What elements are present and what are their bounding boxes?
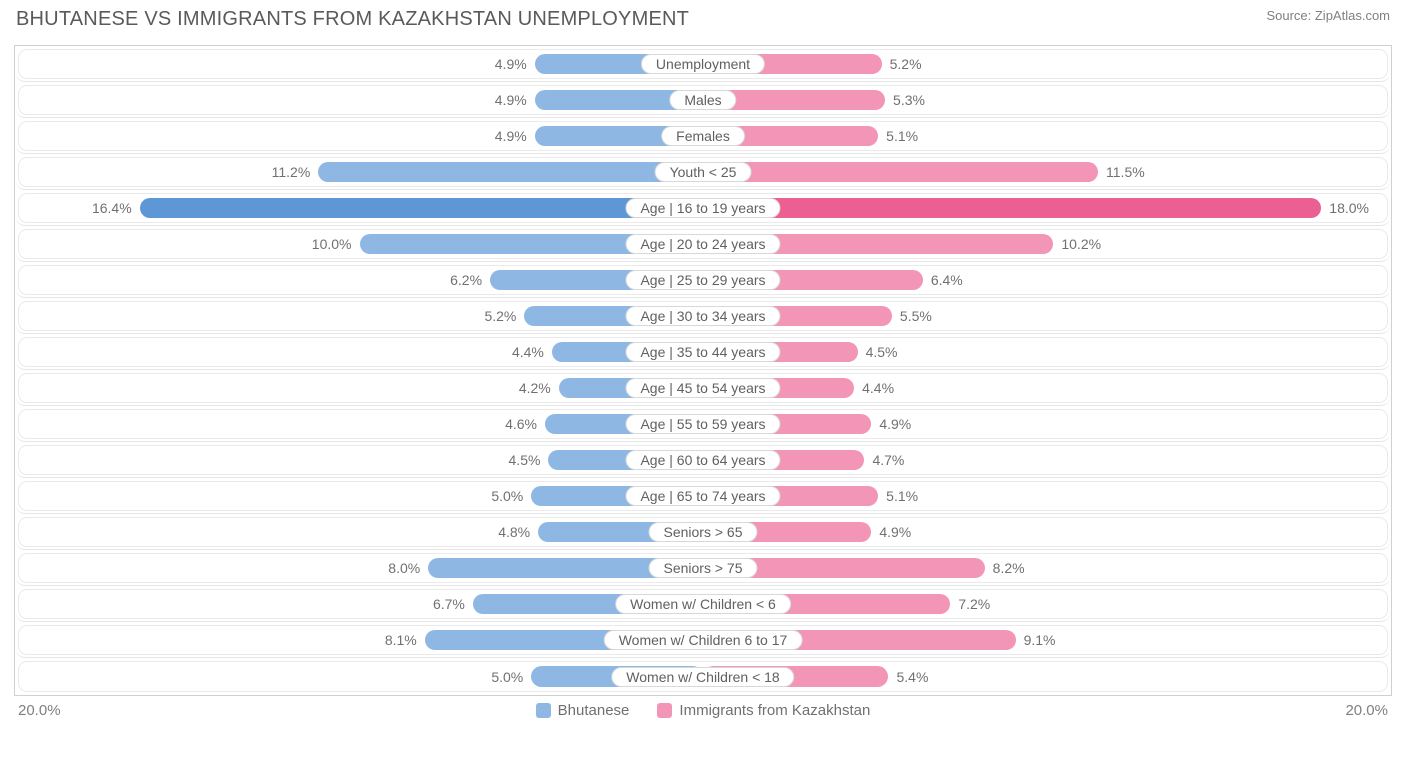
bar-left-value: 4.8% (498, 524, 530, 540)
category-label: Age | 65 to 74 years (625, 486, 780, 506)
bar-right-value: 7.2% (958, 596, 990, 612)
chart-row: 8.1% 9.1% Women w/ Children 6 to 17 (16, 623, 1390, 658)
bar-left-value: 4.4% (512, 344, 544, 360)
header: BHUTANESE VS IMMIGRANTS FROM KAZAKHSTAN … (14, 8, 1392, 31)
bar-left-value: 8.1% (385, 632, 417, 648)
chart-row: 4.4% 4.5% Age | 35 to 44 years (16, 335, 1390, 370)
category-label: Women w/ Children < 18 (611, 667, 794, 687)
bar-left-value: 4.9% (495, 92, 527, 108)
chart-row: 4.9% 5.3% Males (16, 83, 1390, 118)
bar-left-value: 4.5% (509, 452, 541, 468)
bar-left-value: 4.6% (505, 416, 537, 432)
chart-row: 10.0% 10.2% Age | 20 to 24 years (16, 227, 1390, 262)
bar-left-value: 6.2% (450, 272, 482, 288)
chart-row: 5.2% 5.5% Age | 30 to 34 years (16, 299, 1390, 334)
bar-right-value: 4.7% (872, 452, 904, 468)
legend-label-kazakhstan: Immigrants from Kazakhstan (679, 702, 870, 719)
legend-label-bhutanese: Bhutanese (558, 702, 630, 719)
chart-row: 6.2% 6.4% Age | 25 to 29 years (16, 263, 1390, 298)
bar-right-value: 5.1% (886, 488, 918, 504)
axis-right-max: 20.0% (1345, 702, 1388, 719)
category-label: Youth < 25 (655, 162, 752, 182)
chart-row: 16.4% 18.0% Age | 16 to 19 years (16, 191, 1390, 226)
category-label: Females (661, 126, 745, 146)
bar-left-value: 16.4% (92, 200, 132, 216)
bar-right-value: 5.3% (893, 92, 925, 108)
axis-left-max: 20.0% (18, 702, 61, 719)
bar-right-value: 5.1% (886, 128, 918, 144)
bar-left-value: 10.0% (312, 236, 352, 252)
category-label: Age | 60 to 64 years (625, 450, 780, 470)
bar-right (703, 162, 1098, 182)
source-attribution: Source: ZipAtlas.com (1266, 8, 1390, 23)
legend-swatch-bhutanese (536, 703, 551, 718)
legend: Bhutanese Immigrants from Kazakhstan (536, 702, 871, 719)
chart-row: 5.0% 5.1% Age | 65 to 74 years (16, 479, 1390, 514)
category-label: Unemployment (641, 54, 765, 74)
chart-row: 11.2% 11.5% Youth < 25 (16, 155, 1390, 190)
chart-row: 4.9% 5.1% Females (16, 119, 1390, 154)
category-label: Age | 20 to 24 years (625, 234, 780, 254)
category-label: Women w/ Children 6 to 17 (604, 630, 803, 650)
chart-footer: 20.0% Bhutanese Immigrants from Kazakhst… (14, 702, 1392, 719)
chart-row: 8.0% 8.2% Seniors > 75 (16, 551, 1390, 586)
bar-left-value: 8.0% (388, 560, 420, 576)
bar-right-value: 4.9% (879, 416, 911, 432)
bar-left-value: 11.2% (272, 164, 311, 180)
legend-item-kazakhstan: Immigrants from Kazakhstan (657, 702, 870, 719)
bar-left-value: 4.2% (519, 380, 551, 396)
bar-left-value: 5.0% (491, 669, 523, 685)
bar-right-value: 6.4% (931, 272, 963, 288)
chart-row: 5.0% 5.4% Women w/ Children < 18 (16, 659, 1390, 694)
chart-container: BHUTANESE VS IMMIGRANTS FROM KAZAKHSTAN … (0, 0, 1406, 729)
bar-left (318, 162, 703, 182)
bar-right-value: 9.1% (1024, 632, 1056, 648)
diverging-bar-chart: 4.9% 5.2% Unemployment 4.9% 5.3% Males 4.9% 5.1… (14, 45, 1392, 696)
category-label: Age | 55 to 59 years (625, 414, 780, 434)
chart-row: 4.5% 4.7% Age | 60 to 64 years (16, 443, 1390, 478)
bar-left-value: 4.9% (495, 128, 527, 144)
bar-right-value: 11.5% (1106, 164, 1145, 180)
bar-right-value: 10.2% (1061, 236, 1101, 252)
category-label: Age | 45 to 54 years (625, 378, 780, 398)
category-label: Age | 25 to 29 years (625, 270, 780, 290)
bar-right (703, 198, 1321, 218)
chart-row: 6.7% 7.2% Women w/ Children < 6 (16, 587, 1390, 622)
bar-left-value: 5.2% (484, 308, 516, 324)
chart-row: 4.9% 5.2% Unemployment (16, 47, 1390, 82)
category-label: Age | 16 to 19 years (625, 198, 780, 218)
chart-row: 4.2% 4.4% Age | 45 to 54 years (16, 371, 1390, 406)
bar-right-value: 5.4% (896, 669, 928, 685)
bar-right-value: 18.0% (1329, 200, 1369, 216)
bar-right-value: 4.5% (866, 344, 898, 360)
category-label: Seniors > 75 (649, 558, 758, 578)
category-label: Males (669, 90, 736, 110)
category-label: Seniors > 65 (649, 522, 758, 542)
legend-swatch-kazakhstan (657, 703, 672, 718)
legend-item-bhutanese: Bhutanese (536, 702, 630, 719)
category-label: Age | 35 to 44 years (625, 342, 780, 362)
category-label: Women w/ Children < 6 (615, 594, 791, 614)
bar-right-value: 8.2% (993, 560, 1025, 576)
bar-right-value: 5.2% (890, 56, 922, 72)
bar-left (140, 198, 703, 218)
bar-left-value: 4.9% (495, 56, 527, 72)
chart-title: BHUTANESE VS IMMIGRANTS FROM KAZAKHSTAN … (16, 8, 689, 31)
bar-left-value: 5.0% (491, 488, 523, 504)
bar-left-value: 6.7% (433, 596, 465, 612)
chart-row: 4.8% 4.9% Seniors > 65 (16, 515, 1390, 550)
bar-right-value: 5.5% (900, 308, 932, 324)
category-label: Age | 30 to 34 years (625, 306, 780, 326)
bar-right-value: 4.9% (879, 524, 911, 540)
bar-right-value: 4.4% (862, 380, 894, 396)
chart-row: 4.6% 4.9% Age | 55 to 59 years (16, 407, 1390, 442)
